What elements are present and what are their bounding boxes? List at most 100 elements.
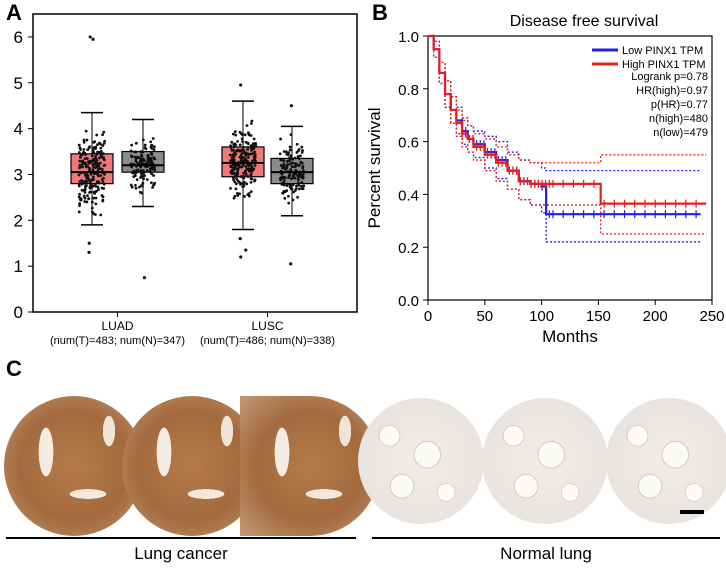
data-point [96, 143, 99, 147]
data-point [246, 152, 250, 156]
divider-line-normal [372, 537, 720, 539]
data-point [239, 165, 243, 169]
data-point [289, 168, 293, 172]
data-point [82, 138, 86, 142]
data-point [78, 192, 82, 196]
data-point [92, 212, 96, 216]
y-tick-label: 4 [14, 120, 23, 139]
data-point [96, 163, 100, 167]
data-point [279, 164, 283, 167]
data-point [148, 170, 152, 174]
data-point [249, 190, 253, 194]
data-point [82, 151, 86, 154]
data-point [101, 144, 105, 147]
data-point [236, 139, 239, 143]
stat-label: Logrank p=0.78 [631, 71, 708, 83]
data-point [249, 122, 253, 125]
data-point [249, 144, 253, 148]
data-point [91, 175, 95, 179]
data-point [90, 206, 94, 210]
data-point [287, 176, 290, 180]
data-point [103, 139, 107, 143]
data-point [83, 196, 87, 200]
data-point [129, 149, 133, 153]
chart-title: Disease free survival [510, 13, 659, 30]
data-point [98, 156, 101, 160]
data-point [299, 184, 303, 188]
data-point [151, 186, 154, 189]
data-point [285, 189, 289, 193]
y-tick-label: 0.0 [398, 293, 419, 310]
data-point [99, 142, 103, 146]
data-point [239, 155, 243, 159]
data-point [241, 163, 245, 167]
data-point [281, 158, 285, 162]
outlier-point [87, 241, 91, 245]
data-point [253, 164, 257, 167]
high-ci-upper-line [428, 35, 707, 164]
data-point [102, 130, 106, 134]
data-point [83, 161, 86, 165]
data-point [301, 165, 305, 168]
data-point [85, 180, 89, 183]
stat-label: HR(high)=0.97 [636, 85, 708, 97]
histology-image-normal-2 [482, 398, 608, 524]
data-point [293, 156, 297, 160]
data-point [134, 157, 138, 161]
data-point [233, 180, 237, 184]
divider-line-cancer [6, 537, 356, 539]
data-point [243, 158, 247, 162]
stat-label: n(high)=480 [649, 113, 708, 125]
x-tick-label: 100 [529, 308, 554, 325]
data-point [89, 172, 93, 176]
plot-frame [32, 13, 358, 313]
data-point [291, 174, 295, 177]
data-point [245, 124, 249, 127]
data-point [282, 189, 286, 193]
data-point [243, 133, 247, 137]
data-point [229, 165, 233, 169]
data-point [78, 165, 82, 169]
data-point [136, 161, 139, 165]
data-point [293, 176, 297, 180]
data-point [143, 146, 147, 150]
data-point [242, 156, 245, 159]
data-point [238, 143, 242, 147]
data-point [239, 175, 243, 178]
data-point [300, 161, 304, 165]
data-point [102, 156, 105, 159]
data-point [234, 133, 238, 137]
data-point [282, 150, 286, 153]
data-point [246, 175, 250, 178]
data-point [228, 153, 232, 157]
data-point [253, 150, 256, 154]
data-point [89, 182, 93, 186]
data-point [296, 178, 300, 182]
data-point [135, 178, 139, 182]
data-point [143, 143, 147, 147]
data-point [129, 183, 133, 187]
data-point [99, 146, 103, 150]
data-point [243, 181, 246, 184]
outlier-point [238, 237, 242, 241]
data-point [87, 197, 91, 201]
data-point [102, 182, 106, 186]
data-point [145, 178, 149, 181]
histology-image-normal-3 [606, 398, 726, 524]
data-point [295, 142, 299, 146]
data-point [281, 181, 285, 185]
data-point [77, 184, 81, 188]
x-axis-label: Months [542, 327, 598, 346]
data-point [249, 180, 253, 184]
data-point [249, 173, 253, 177]
data-point [244, 170, 247, 173]
data-point [231, 153, 235, 157]
data-point [233, 151, 236, 155]
data-point [90, 185, 94, 189]
data-point [139, 165, 143, 169]
data-point [94, 158, 98, 161]
data-point [90, 200, 94, 204]
data-point [289, 154, 293, 157]
data-point [141, 150, 145, 154]
data-point [233, 166, 237, 170]
